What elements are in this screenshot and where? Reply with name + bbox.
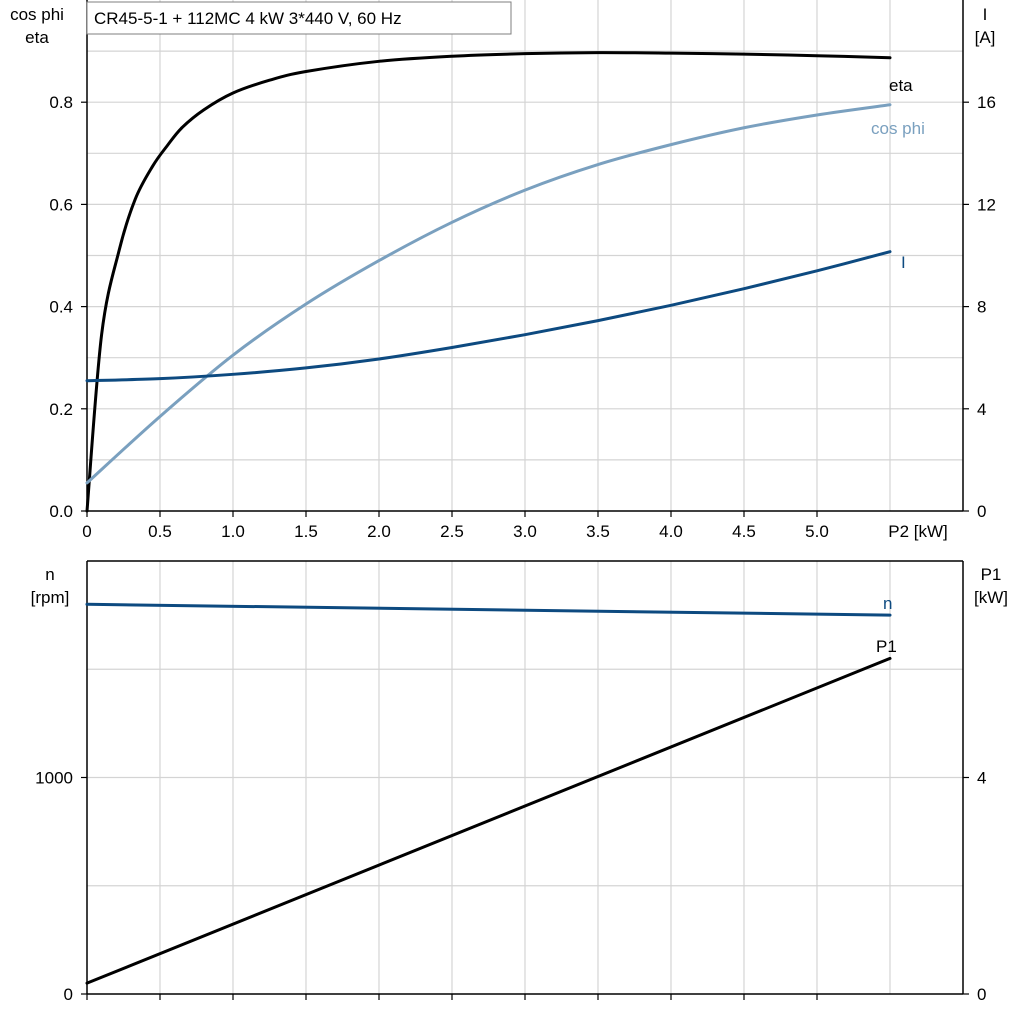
left-tick-label: 0.6	[49, 195, 73, 214]
x-tick-label: 0	[82, 522, 91, 541]
x-tick-label: 4.5	[732, 522, 756, 541]
x-tick-label: 3.0	[513, 522, 537, 541]
x-tick-label: 1.5	[294, 522, 318, 541]
left-axis-title-line1: cos phi	[10, 5, 64, 24]
series-label-eta: eta	[889, 76, 913, 95]
left-axis-title-line2: eta	[25, 28, 49, 47]
top-panel: 0.0 0.2 0.4 0.6 0.8 0 4 8 12 16 0 0.5 1.0 1.5 2.0 2.5 3.…	[10, 0, 996, 541]
x-tick-label: 4.0	[659, 522, 683, 541]
x-tick-label: 2.0	[367, 522, 391, 541]
right-axis-title-line1: P1	[981, 565, 1002, 584]
x-tick-label: 2.5	[440, 522, 464, 541]
series-line-cos-phi	[85, 103, 892, 485]
left-tick-label: 0.2	[49, 400, 73, 419]
right-tick-label: 4	[977, 769, 986, 788]
x-tick-label: 3.5	[586, 522, 610, 541]
series-line-p1	[85, 656, 892, 985]
left-tick-label: 0.4	[49, 298, 73, 317]
series-line-i	[85, 250, 892, 383]
series-label-cos-phi: cos phi	[871, 119, 925, 138]
series-label-p1: P1	[876, 637, 897, 656]
right-tick-label: 4	[977, 400, 986, 419]
right-tick-label: 0	[977, 502, 986, 521]
series-label-i: I	[901, 253, 906, 272]
right-axis-title-line2: [A]	[975, 28, 996, 47]
left-axis-title-line2: [rpm]	[31, 588, 70, 607]
grid-lines	[87, 561, 963, 994]
x-tick-label: 5.0	[805, 522, 829, 541]
left-tick-label: 0	[64, 985, 73, 1004]
right-tick-label: 0	[977, 985, 986, 1004]
left-tick-label: 1000	[35, 769, 73, 788]
right-tick-label: 16	[977, 93, 996, 112]
series-label-n: n	[883, 594, 892, 613]
left-tick-label: 0.0	[49, 502, 73, 521]
series-line-n	[85, 602, 892, 617]
x-tick-label: 1.0	[221, 522, 245, 541]
right-axis-title-line1: I	[983, 5, 988, 24]
right-axis-title-line2: [kW]	[974, 588, 1008, 607]
x-axis-label: P2 [kW]	[888, 522, 948, 541]
right-tick-label: 12	[977, 195, 996, 214]
chart-title: CR45-5-1 + 112MC 4 kW 3*440 V, 60 Hz	[94, 9, 402, 28]
x-tick-label: 0.5	[148, 522, 172, 541]
left-tick-label: 0.8	[49, 93, 73, 112]
series-line-eta	[85, 51, 892, 513]
right-tick-label: 8	[977, 298, 986, 317]
grid-lines	[87, 0, 963, 511]
chart-title-box: CR45-5-1 + 112MC 4 kW 3*440 V, 60 Hz	[86, 1, 512, 35]
bottom-panel: 0 1000 0 4 n [rpm] P1 [kW] n P1	[31, 560, 1008, 1004]
left-axis-title-line1: n	[45, 565, 54, 584]
